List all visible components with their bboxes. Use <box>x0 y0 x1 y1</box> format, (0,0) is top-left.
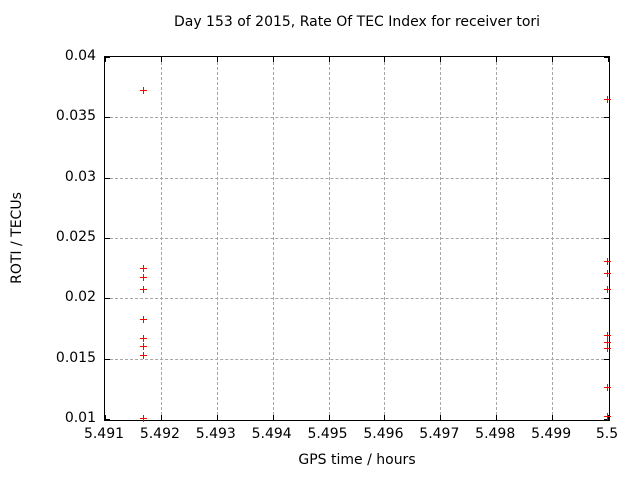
x-tick-label: 5.496 <box>363 426 404 442</box>
x-axis-tick <box>552 415 554 420</box>
y2-axis-tick <box>604 177 609 179</box>
y2-axis-tick <box>604 238 609 239</box>
x-tick-label: 5.5 <box>595 426 619 442</box>
data-point-marker <box>140 265 148 273</box>
y-axis-tick <box>105 177 110 179</box>
y2-axis-tick <box>604 358 609 360</box>
y-axis-tick <box>105 419 110 420</box>
data-point-marker <box>604 345 611 352</box>
x-tick-label: 5.495 <box>307 426 348 442</box>
gridline-horizontal <box>105 298 609 300</box>
x-axis-tick <box>328 415 330 420</box>
y-tick-label: 0.015 <box>55 349 96 366</box>
data-point-marker <box>604 285 611 293</box>
chart-title: Day 153 of 2015, Rate Of TEC Index for r… <box>173 14 541 30</box>
x2-axis-tick <box>384 57 386 62</box>
gridline-horizontal <box>105 117 609 119</box>
x-axis-tick <box>216 415 218 420</box>
x2-axis-tick <box>552 57 554 62</box>
data-point-marker <box>140 316 148 324</box>
x-tick-label: 5.491 <box>83 426 125 442</box>
data-point-marker <box>140 335 148 343</box>
y2-axis-tick <box>604 117 609 119</box>
x2-axis-tick <box>608 57 609 62</box>
y-tick-label: 0.01 <box>64 410 96 426</box>
x-axis-tick <box>384 415 386 420</box>
gridline-horizontal <box>105 177 609 179</box>
data-point-marker <box>604 412 611 420</box>
x-axis-tick <box>440 415 442 420</box>
y-tick-label: 0.02 <box>64 289 96 306</box>
x2-axis-tick <box>328 57 330 62</box>
x-axis-tick <box>160 415 162 420</box>
y2-axis-tick <box>604 298 609 300</box>
x-tick-label: 5.499 <box>531 426 572 442</box>
y-tick-label: 0.025 <box>55 229 96 245</box>
data-point-marker <box>140 273 148 281</box>
data-point-marker <box>604 331 611 339</box>
x2-axis-tick <box>272 57 274 62</box>
x-axis-tick <box>496 415 498 420</box>
x-axis-tick <box>105 415 106 420</box>
data-point-marker <box>604 338 611 346</box>
y-tick-label: 0.03 <box>64 168 96 185</box>
x-tick-label: 5.497 <box>419 426 460 442</box>
x2-axis-tick <box>440 57 442 62</box>
y2-axis-tick <box>604 419 609 420</box>
y-axis-tick <box>105 57 110 58</box>
y-axis-tick <box>105 358 110 360</box>
data-point-marker <box>604 96 611 104</box>
x-axis-tick <box>608 415 609 420</box>
x2-axis-tick <box>160 57 162 62</box>
x-axis-tick <box>272 415 274 420</box>
x-tick-label: 5.492 <box>139 426 180 442</box>
x-tick-label: 5.493 <box>195 426 236 442</box>
y-tick-label: 0.04 <box>64 48 96 64</box>
x-tick-label: 5.494 <box>251 426 292 442</box>
gridline-horizontal <box>105 358 609 360</box>
data-point-marker <box>604 270 611 278</box>
y2-axis-tick <box>604 57 609 58</box>
data-point-marker <box>604 383 611 391</box>
y-tick-label: 0.035 <box>55 108 96 125</box>
data-point-marker <box>140 285 148 293</box>
x2-axis-tick <box>216 57 218 62</box>
x-tick-label: 5.498 <box>475 426 516 442</box>
plot-area <box>104 56 611 422</box>
data-point-marker <box>140 352 148 360</box>
x2-axis-tick <box>496 57 498 62</box>
data-point-marker <box>140 342 148 350</box>
y-axis-tick <box>105 298 110 300</box>
data-point-marker <box>604 258 611 266</box>
x2-axis-tick <box>105 57 106 62</box>
gridline-horizontal <box>105 238 609 239</box>
x-axis-label: GPS time / hours <box>298 452 416 468</box>
y-axis-tick <box>105 238 110 239</box>
data-point-marker <box>140 86 148 94</box>
y-axis-tick <box>105 117 110 119</box>
data-point-marker <box>140 415 148 422</box>
